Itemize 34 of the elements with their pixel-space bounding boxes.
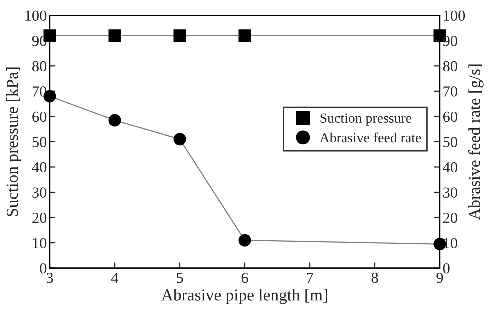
y2-tick-label: 80 bbox=[443, 61, 458, 72]
y2-axis-title: Abrasive feed rate [g/s] bbox=[468, 64, 484, 220]
x-tick-label: 9 bbox=[436, 272, 444, 284]
x-tick-label: 7 bbox=[307, 273, 314, 284]
x-tick-label: 4 bbox=[111, 273, 119, 284]
point bbox=[238, 234, 252, 247]
x-axis-title: Abrasive pipe length [m] bbox=[162, 289, 328, 304]
y-tick-label: 30 bbox=[32, 188, 47, 198]
y-axis-title: Suction pressure [kPa] bbox=[6, 68, 22, 216]
x-tick-label: 5 bbox=[177, 273, 184, 284]
point bbox=[174, 133, 186, 146]
x-tick-label: 6 bbox=[242, 272, 248, 284]
y-tick-label: 40 bbox=[32, 162, 47, 173]
y-tick-label: 0 bbox=[40, 263, 47, 274]
y2-tick-label: 70 bbox=[444, 86, 458, 97]
point bbox=[108, 114, 122, 127]
y-tick-label: 80 bbox=[32, 61, 47, 72]
y2-tick-label: 100 bbox=[444, 10, 466, 22]
x-tick-label: 8 bbox=[372, 272, 378, 284]
y-tick-label: 50 bbox=[32, 137, 47, 148]
y2-tick-label: 60 bbox=[443, 112, 458, 122]
y-tick-label: 100 bbox=[26, 10, 47, 22]
legend-label: Abrasive feed rate bbox=[320, 132, 422, 143]
x-tick-label: 3 bbox=[46, 272, 54, 284]
y-tick-label: 10 bbox=[33, 238, 47, 248]
y2-tick-label: 90 bbox=[443, 36, 458, 46]
y2-tick-label: 50 bbox=[444, 137, 458, 148]
y2-tick-label: 0 bbox=[443, 263, 450, 274]
y2-tick-label: 30 bbox=[444, 188, 458, 198]
legend-label: Suction pressure bbox=[320, 114, 412, 126]
y2-tick-label: 20 bbox=[443, 212, 458, 224]
y-tick-label: 60 bbox=[32, 112, 47, 122]
y-tick-label: 20 bbox=[32, 212, 47, 224]
y2-tick-label: 40 bbox=[443, 162, 458, 173]
